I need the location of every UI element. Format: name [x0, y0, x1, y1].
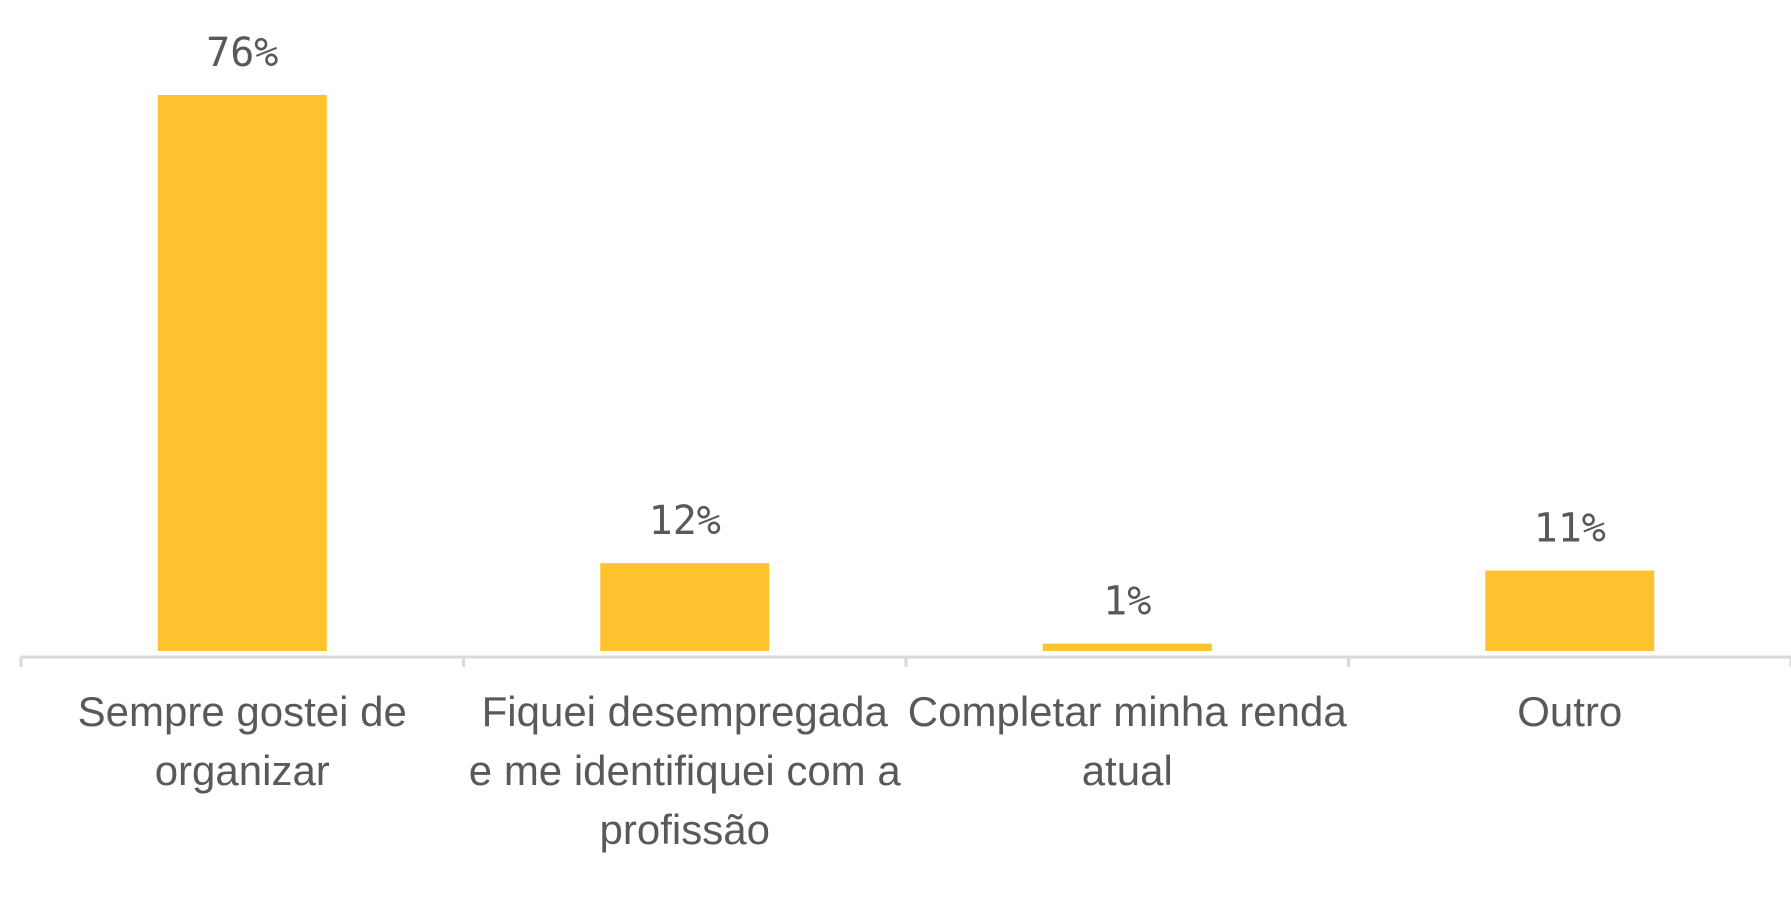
- bar: [157, 95, 327, 651]
- x-tick-label: Sempre gostei de organizar: [77, 688, 407, 794]
- bar: [1042, 643, 1212, 651]
- value-label: 76%: [206, 30, 278, 76]
- value-label: 12%: [649, 498, 721, 544]
- bar: [1485, 570, 1655, 651]
- x-tick-label: Fiquei desempregada e me identifiquei co…: [468, 688, 901, 853]
- value-label: 1%: [1103, 579, 1151, 625]
- x-tick-label: Outro: [1517, 688, 1623, 735]
- x-tick-label: Completar minha renda atual: [907, 688, 1347, 794]
- value-label: 11%: [1534, 506, 1606, 552]
- bar: [600, 563, 770, 651]
